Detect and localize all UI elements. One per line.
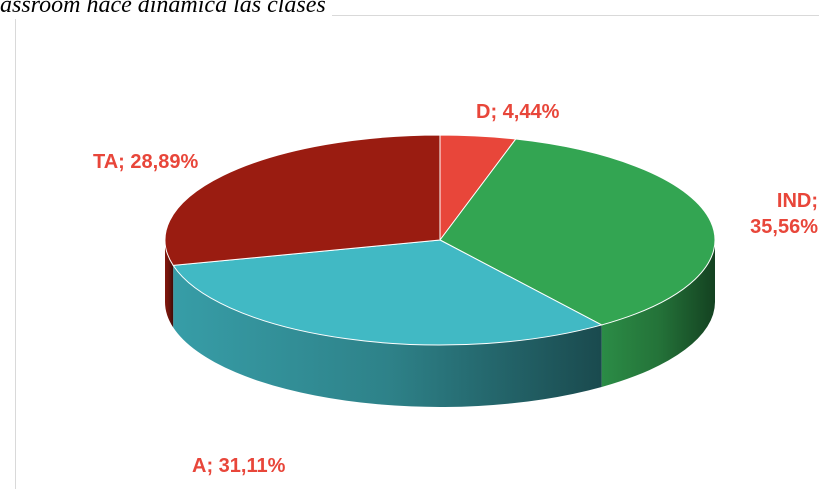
data-label: IND; 35,56% xyxy=(750,190,818,238)
slice xyxy=(164,134,441,266)
data-label: D; 4,44% xyxy=(476,101,560,123)
data-label: A; 31,11% xyxy=(192,455,286,477)
slice-side xyxy=(173,265,602,407)
slice-side xyxy=(601,240,715,387)
slice-side xyxy=(165,240,174,328)
slice xyxy=(172,239,603,346)
data-label: TA; 28,89% xyxy=(93,151,199,173)
slice xyxy=(439,138,716,326)
chart-frame xyxy=(15,15,819,489)
chart-title: assroom hace dinámica las clases xyxy=(0,0,332,19)
